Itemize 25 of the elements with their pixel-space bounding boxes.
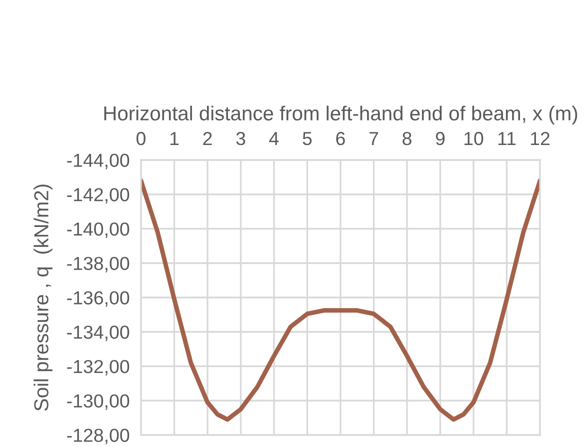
x-tick-label: 5 bbox=[302, 132, 312, 146]
y-tick-label: -134,00 bbox=[67, 326, 130, 342]
y-tick-label: -138,00 bbox=[67, 256, 130, 272]
x-tick-label: 1 bbox=[170, 132, 179, 145]
x-tick-label: 9 bbox=[436, 132, 445, 146]
x-tick-label: 2 bbox=[203, 132, 212, 145]
line-series bbox=[141, 178, 540, 422]
x-tick-label: 11 bbox=[498, 132, 516, 145]
x-tick-label: 4 bbox=[269, 132, 279, 145]
y-tick-label: -132,00 bbox=[67, 360, 130, 376]
y-tick-label: -140,00 bbox=[67, 222, 130, 238]
x-tick-label: 7 bbox=[370, 132, 378, 145]
y-tick-label: -142,00 bbox=[67, 188, 130, 204]
x-tick-label: 0 bbox=[136, 132, 146, 146]
x-tick-label: 8 bbox=[402, 132, 412, 146]
x-axis-title: Horizontal distance from left-hand end of beam, x (m) bbox=[104, 106, 578, 124]
x-tick-label: 6 bbox=[336, 132, 345, 146]
y-tick-label: -128,00 bbox=[67, 428, 130, 444]
y-tick-label: -144,00 bbox=[67, 154, 130, 170]
y-axis-title: Soil pressure , q (kN/m2) bbox=[34, 184, 52, 411]
y-tick-label: -136,00 bbox=[67, 291, 130, 307]
y-tick-label: -130,00 bbox=[67, 394, 130, 410]
x-tick-label: 3 bbox=[236, 132, 246, 146]
x-tick-label: 12 bbox=[531, 132, 550, 145]
x-tick-label: 10 bbox=[464, 132, 484, 146]
